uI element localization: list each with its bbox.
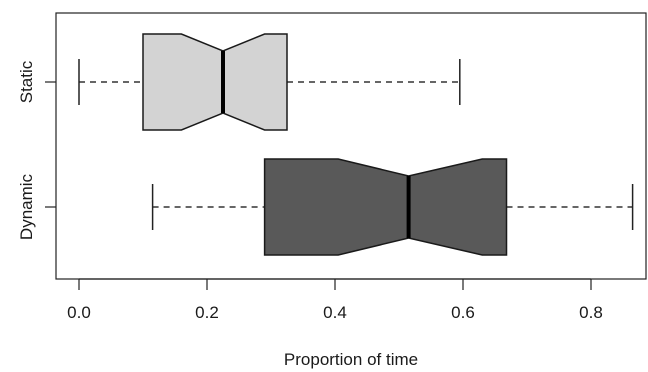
box-static xyxy=(78,33,461,131)
x-tick-label: 0.0 xyxy=(67,303,91,322)
box-dynamic xyxy=(151,158,634,256)
box-body xyxy=(142,33,288,131)
y-tick-label: Dynamic xyxy=(17,173,36,240)
x-tick-label: 0.4 xyxy=(323,303,347,322)
x-tick-label: 0.8 xyxy=(579,303,603,322)
x-tick-label: 0.6 xyxy=(451,303,475,322)
boxes xyxy=(78,33,634,256)
x-axis-title: Proportion of time xyxy=(284,350,418,369)
x-axis: 0.0 0.2 0.4 0.6 0.8 xyxy=(67,278,603,322)
y-tick-label: Static xyxy=(17,60,36,103)
box-body xyxy=(263,158,508,256)
x-tick-label: 0.2 xyxy=(195,303,219,322)
y-axis: Static Dynamic xyxy=(17,60,56,240)
